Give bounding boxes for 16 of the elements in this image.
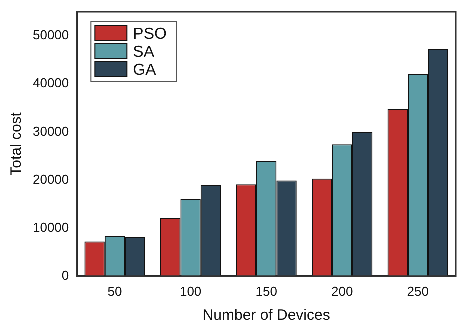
x-tick-label: 100 [180, 284, 202, 299]
x-tick-label: 150 [256, 284, 278, 299]
y-axis-title: Total cost [8, 112, 26, 176]
legend-label: SA [133, 44, 155, 61]
legend-label: GA [133, 62, 157, 79]
y-tick-label: 10000 [32, 220, 70, 235]
y-tick-label: 30000 [32, 124, 70, 139]
x-axis-title: Number of Devices [202, 307, 330, 324]
y-tick-label: 50000 [32, 28, 70, 43]
legend-label: PSO [133, 26, 167, 43]
x-tick-label: 250 [407, 284, 429, 299]
x-tick-label: 200 [331, 284, 354, 299]
y-tick-label: 40000 [32, 76, 70, 91]
y-tick-label: 20000 [32, 172, 70, 187]
x-tick-label: 50 [108, 284, 122, 299]
y-tick-label: 0 [62, 268, 70, 283]
